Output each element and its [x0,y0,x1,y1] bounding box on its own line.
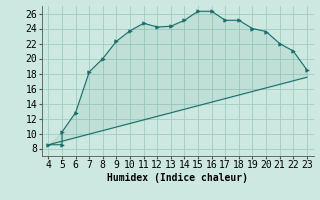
X-axis label: Humidex (Indice chaleur): Humidex (Indice chaleur) [107,173,248,183]
